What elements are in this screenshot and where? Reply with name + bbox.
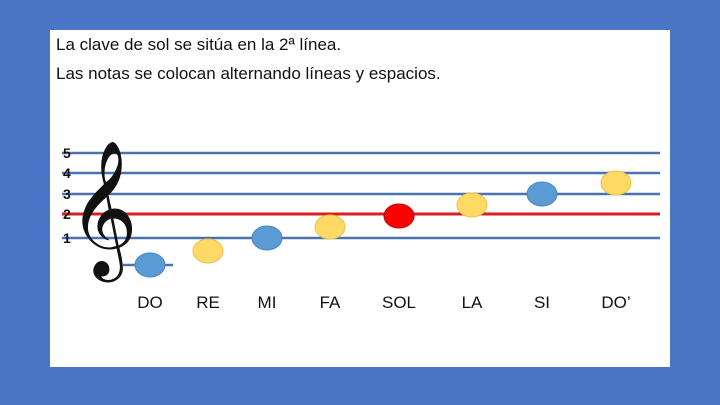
note-head bbox=[192, 238, 224, 264]
caption-line-2: Las notas se colocan alternando líneas y… bbox=[56, 64, 441, 83]
note-name-label: SOL bbox=[381, 293, 417, 312]
note-name-label: RE bbox=[196, 293, 220, 312]
slide-background bbox=[50, 30, 670, 367]
note-name-label: DO bbox=[137, 293, 163, 312]
staff-line-number: 5 bbox=[63, 145, 71, 161]
staff-line-number: 4 bbox=[63, 165, 71, 181]
note-name-label: FA bbox=[319, 293, 341, 312]
note-name-label: LA bbox=[461, 293, 483, 312]
staff-line-number: 3 bbox=[63, 186, 71, 202]
note-head bbox=[134, 252, 166, 278]
note-head bbox=[600, 170, 632, 196]
note-head bbox=[456, 192, 488, 218]
note-head bbox=[383, 203, 415, 229]
caption-line-1: La clave de sol se sitúa en la 2ª línea. bbox=[56, 35, 342, 54]
svg-text:𝄞: 𝄞 bbox=[68, 138, 138, 282]
note-head bbox=[314, 214, 346, 240]
staff-line-number: 1 bbox=[63, 230, 71, 246]
note-name-label: SI bbox=[533, 293, 551, 312]
treble-clef-icon: 𝄞 bbox=[68, 138, 138, 282]
staff-line-number: 2 bbox=[63, 206, 71, 222]
note-name-label: MI bbox=[257, 293, 277, 312]
note-name-label: DO’ bbox=[601, 293, 631, 312]
note-head bbox=[251, 225, 283, 251]
note-head bbox=[526, 181, 558, 207]
